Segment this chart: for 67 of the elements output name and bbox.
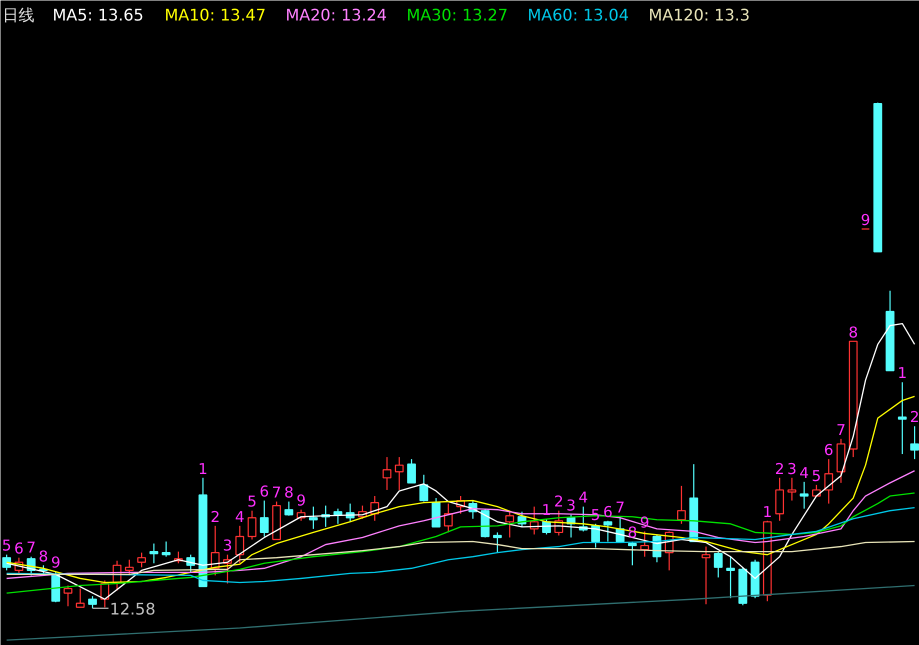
candlestick [334,508,342,524]
candlestick [898,382,907,455]
candlestick [76,588,85,608]
candlestick [493,532,502,554]
candlestick [248,510,256,540]
candlestick [64,584,72,607]
text: 6 [14,540,24,558]
text: 7 [615,498,625,517]
text: 2 [554,492,564,511]
candlestick [394,456,404,491]
text: 4 [799,464,809,482]
candlestick [800,481,809,510]
candlestick [628,540,637,566]
text: MA5: 13.65 [52,6,144,24]
text: 7 [836,420,846,439]
text: 2 [210,508,220,526]
candlestick [603,520,612,542]
text: 1 [898,364,908,382]
annotation: 12.58 [110,599,156,618]
text: 5 [812,466,822,485]
candlestick [88,596,97,609]
text: MA10: 13.47 [164,6,266,24]
candlestick [407,458,416,484]
candlestick [775,477,784,522]
text: 2 [910,408,919,426]
candlestick [124,559,134,576]
text: MA20: 13.24 [286,6,387,24]
text: 6 [824,441,834,460]
text: 2 [774,460,784,478]
candlestick [162,540,171,558]
text: 3 [222,536,232,555]
candlestick [726,556,735,599]
text: 9 [860,211,870,230]
text: MA60: 13.04 [528,6,629,24]
text: 5 [247,492,257,511]
candlestick [714,551,723,578]
candlestick [702,546,710,605]
text: 4 [578,488,588,507]
text: 6 [260,482,270,501]
text: 5 [2,536,12,555]
candlestick [149,542,158,564]
text: 3 [787,460,797,478]
candlestick [910,426,919,460]
text: 7 [272,484,282,502]
candlestick [419,474,428,502]
text: 4 [234,508,245,526]
candlestick [505,511,514,538]
text: 7 [26,538,36,557]
candlestick [137,552,146,568]
candlestick [260,500,269,538]
candlestick [787,477,796,502]
candlestick [677,485,686,524]
text: 9 [296,492,306,510]
candlestick [308,506,318,530]
candlestick [284,500,294,516]
candlestick [382,456,392,491]
text: 3 [566,496,576,515]
text: 1 [762,502,772,521]
text: 8 [284,484,294,502]
text: 1 [198,460,208,478]
text: 9 [50,553,60,572]
chart-title: 日线 [2,6,34,24]
text: 8 [38,547,48,566]
text: MA120: 13.3 [648,6,750,24]
text: MA30: 13.27 [406,6,508,24]
candlestick [235,525,244,564]
text: 8 [848,323,858,342]
